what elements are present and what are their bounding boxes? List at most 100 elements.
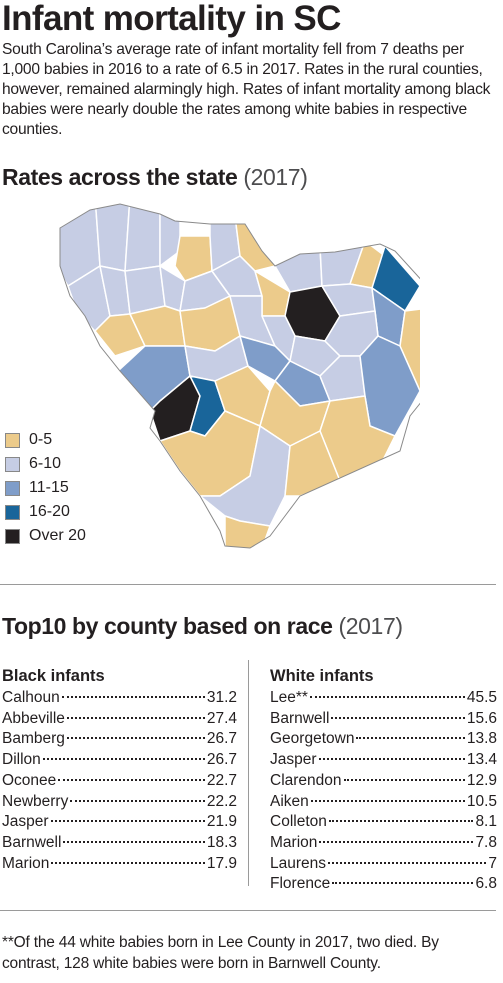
table-row: Barnwell 15.6 [270,709,497,730]
county-rate: 7 [488,854,497,872]
section-divider [0,584,496,585]
legend-item: 0-5 [5,428,86,452]
dot-leader [318,758,465,761]
dot-leader [66,737,205,740]
county-name: Dillon [2,751,41,769]
county-name: Clarendon [270,771,342,789]
table-row: Oconee 22.7 [2,771,237,792]
legend-label: Over 20 [29,527,86,544]
county-rate: 15.6 [466,709,497,727]
dot-leader [331,716,465,719]
county-name: Aiken [270,792,309,810]
table-row: Bamberg 26.7 [2,729,237,750]
county-rate: 13.8 [466,730,497,748]
county-rate: 31.2 [206,689,237,706]
county-name: Marion [2,854,50,872]
county-rate: 17.9 [206,854,237,872]
footnote: **Of the 44 white babies born in Lee Cou… [2,934,439,972]
table-row: Marion 17.9 [2,854,237,875]
county-rate: 26.7 [206,751,237,769]
state-outline [59,203,420,549]
county-region [124,204,161,272]
legend-label: 16-20 [29,503,70,520]
table-heading: Top10 by county based on race (2017) [2,611,403,641]
dot-leader [328,820,474,823]
dot-leader [70,799,205,802]
black-infants-heading: Black infants [2,667,105,685]
map-legend: 0-5 6-10 11-15 16-20 Over 20 [5,428,86,548]
legend-label: 6-10 [29,455,62,472]
map-heading-year: (2017) [243,164,308,190]
county-name: Calhoun [2,689,60,706]
dot-leader [328,861,487,864]
county-name: Barnwell [270,709,330,727]
table-row: Jasper 13.4 [270,750,497,771]
county-name: Marion [270,833,318,851]
black-infants-column: Black infants Calhoun 31.2 Abbeville 27.4 … [2,666,237,874]
legend-swatch [5,480,20,496]
county-name: Jasper [2,813,49,831]
dot-leader [50,820,205,823]
table-row: Abbeville 27.4 [2,709,237,730]
dot-leader [42,758,205,761]
county-name: Laurens [270,854,327,872]
table-row: Georgetown 13.8 [270,729,497,750]
county-rate: 27.4 [206,709,237,727]
legend-item: 6-10 [5,452,86,476]
dot-leader [58,778,205,781]
sc-county-map [59,203,420,549]
county-rate: 22.2 [206,792,237,810]
section-divider [0,910,496,911]
county-rate: 21.9 [206,813,237,831]
table-row: Newberry 22.2 [2,792,237,813]
white-infants-column: White infants Lee** 45.5 Barnwell 15.6 Geo… [270,666,497,895]
table-row: Laurens 7 [270,854,497,875]
table-row: Aiken 10.5 [270,792,497,813]
county-name: Georgetown [270,730,355,748]
legend-swatch [5,528,20,544]
table-row: Lee** 45.5 [270,688,497,709]
table-row: Barnwell 18.3 [2,833,237,854]
dot-leader [356,737,465,740]
county-rate: 6.8 [475,875,497,893]
legend-swatch [5,504,20,520]
county-rate: 26.7 [206,730,237,748]
table-heading-text: Top10 by county based on race [2,613,333,639]
table-row: Colleton 8.1 [270,812,497,833]
intro-text: South Carolina’s average rate of infant … [2,41,491,138]
county-rate: 7.8 [475,833,497,851]
county-name: Barnwell [2,833,62,851]
dot-leader [51,861,205,864]
dot-leader [66,716,205,719]
page-title: Infant mortality in SC [2,0,341,38]
county-name: Florence [270,875,331,893]
county-rate: 10.5 [466,792,497,810]
dot-leader [343,778,465,781]
table-row: Calhoun 31.2 [2,688,237,709]
legend-swatch [5,456,20,472]
county-name: Bamberg [2,730,65,748]
dot-leader [310,799,465,802]
county-name: Jasper [270,751,317,769]
dot-leader [63,840,205,843]
table-row: Jasper 21.9 [2,812,237,833]
county-rate: 45.5 [466,689,497,706]
legend-item: 16-20 [5,500,86,524]
table-row: Marion 7.8 [270,833,497,854]
table-row: Florence 6.8 [270,874,497,895]
map-heading-text: Rates across the state [2,164,238,190]
county-rate: 22.7 [206,771,237,789]
dot-leader [332,882,474,885]
county-region [94,204,131,272]
dot-leader [319,840,474,843]
white-infants-heading: White infants [270,667,374,685]
dot-leader [61,696,205,698]
county-rate: 8.1 [475,813,497,831]
county-region [399,305,420,397]
legend-item: Over 20 [5,524,86,548]
county-name: Newberry [2,792,69,810]
county-rate: 18.3 [206,833,237,851]
legend-label: 0-5 [29,431,53,448]
table-row: Dillon 26.7 [2,750,237,771]
county-name: Colleton [270,813,327,831]
